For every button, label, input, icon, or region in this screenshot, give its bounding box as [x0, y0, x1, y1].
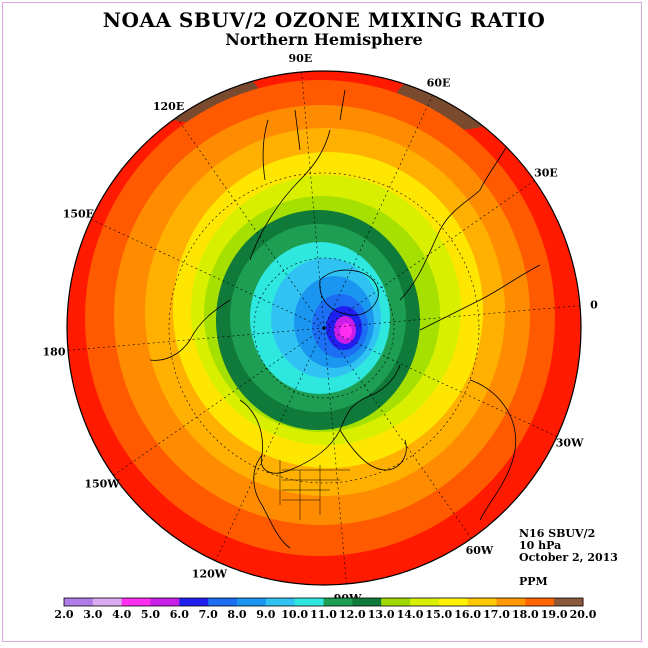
graticule: [168, 172, 480, 484]
longitude-label: 150E: [63, 207, 94, 220]
map-title: NOAA SBUV/2 OZONE MIXING RATIO: [102, 8, 546, 32]
longitude-label: 180: [43, 346, 66, 359]
colorbar-label: 18.0: [512, 608, 539, 621]
map-boundary: [66, 70, 582, 586]
colorbar-swatch: [265, 598, 296, 606]
colorbar-label: 4.0: [112, 608, 131, 621]
alaska-coast: [149, 299, 231, 361]
colorbar-label: 3.0: [83, 608, 102, 621]
info-level: 10 hPa: [519, 539, 562, 552]
lat-circle-outer: [168, 172, 480, 484]
info-units: PPM: [519, 575, 548, 588]
colorbar-label: 16.0: [454, 608, 481, 621]
colorbar-swatch: [121, 598, 151, 606]
colorbar-swatch: [410, 598, 440, 606]
east-coast: [339, 429, 407, 471]
west-coast: [253, 454, 291, 549]
colorbar-label: 14.0: [397, 608, 424, 621]
colorbar-swatch: [525, 598, 555, 606]
colorbar: 2.0 3.0 4.0 5.0 6.0 7.0 8.0 9.0 10.0 11.0 12.0 13.0…: [54, 597, 597, 621]
east-asia-coast: [262, 89, 346, 181]
colorbar-swatch: [294, 598, 324, 606]
colorbar-border: [63, 597, 584, 607]
colorbar-swatch: [554, 598, 583, 606]
colorbar-swatch: [208, 598, 238, 606]
us-grid-h: [282, 469, 350, 501]
longitude-label: 120W: [192, 568, 228, 581]
north-america-coast: [239, 364, 401, 474]
colorbar-swatch: [467, 598, 497, 606]
image-frame: [2, 2, 642, 642]
colorbar-label: 2.0: [54, 608, 73, 621]
longitude-label: 120E: [153, 100, 184, 113]
colorbar-swatch: [179, 598, 209, 606]
ozone-field: [67, 71, 581, 585]
colorbar-swatch: [150, 598, 180, 606]
colorbar-label: 5.0: [141, 608, 160, 621]
colorbar-label: 10.0: [281, 608, 308, 621]
colorbar-label: 9.0: [256, 608, 275, 621]
longitude-label: 60W: [466, 544, 494, 557]
colorbar-label: 12.0: [339, 608, 366, 621]
colorbar-label: 8.0: [227, 608, 246, 621]
colorbar-label: 6.0: [170, 608, 189, 621]
longitude-label: 150W: [84, 477, 120, 490]
colorbar-label: 20.0: [570, 608, 597, 621]
map-subtitle: Northern Hemisphere: [225, 30, 423, 49]
band-magenta: [340, 323, 352, 339]
colorbar-swatch: [352, 598, 382, 606]
eurasia-coast: [399, 139, 511, 301]
longitude-label: 0: [590, 298, 598, 311]
lat-circle-inner: [253, 257, 395, 399]
colorbar-label: 17.0: [483, 608, 510, 621]
longitude-label: 90E: [289, 52, 313, 65]
colorbar-swatch: [92, 598, 123, 606]
colorbar-label: 11.0: [310, 608, 337, 621]
longitude-label: 30E: [534, 167, 558, 180]
colorbar-swatch: [237, 598, 267, 606]
colorbar-label: 7.0: [199, 608, 218, 621]
colorbar-swatch: [64, 598, 94, 606]
colorbar-swatch: [496, 598, 526, 606]
info-instrument: N16 SBUV/2: [519, 527, 596, 540]
longitude-label: 30W: [556, 437, 584, 450]
colorbar-swatch: [323, 598, 353, 606]
colorbar-label: 15.0: [425, 608, 452, 621]
colorbar-label: 13.0: [368, 608, 395, 621]
info-date: October 2, 2013: [519, 551, 618, 564]
colorbar-label: 19.0: [541, 608, 568, 621]
africa-coast: [469, 379, 517, 521]
colorbar-swatch: [438, 598, 469, 606]
longitude-label: 60E: [427, 76, 451, 89]
colorbar-swatch: [381, 598, 411, 606]
europe-coast: [419, 264, 541, 331]
